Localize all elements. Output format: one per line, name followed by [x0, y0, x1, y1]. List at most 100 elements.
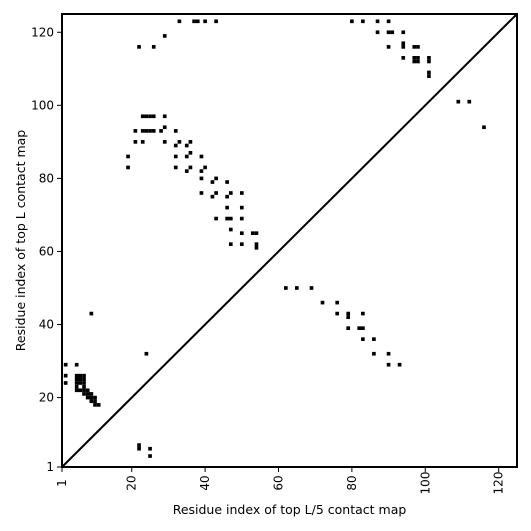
- contact-point: [162, 34, 167, 38]
- contact-point: [89, 392, 94, 396]
- contact-point: [372, 337, 376, 341]
- contact-point: [386, 19, 391, 24]
- contact-point: [239, 191, 244, 195]
- contact-point: [199, 176, 204, 181]
- diagonal-line: [61, 13, 518, 468]
- contact-point: [140, 114, 145, 119]
- contact-point: [427, 56, 431, 60]
- contact-point: [148, 129, 152, 133]
- contact-point: [74, 373, 79, 378]
- y-tick-label: 40: [39, 318, 54, 332]
- contact-point: [162, 125, 167, 130]
- contact-point: [63, 381, 68, 385]
- contact-point: [346, 315, 351, 320]
- contact-point: [386, 362, 391, 367]
- contact-point: [144, 114, 149, 119]
- x-tick-label: 120: [492, 472, 506, 495]
- contact-point: [137, 446, 141, 451]
- contact-point: [357, 326, 362, 330]
- contact-point: [89, 399, 94, 404]
- contact-point: [89, 395, 94, 400]
- contact-point: [188, 140, 193, 144]
- x-tick-label: 1: [55, 479, 69, 487]
- contact-point: [140, 140, 145, 144]
- contact-point: [482, 125, 486, 130]
- contact-point: [133, 140, 138, 144]
- contact-point: [375, 19, 380, 24]
- contact-point: [427, 59, 431, 64]
- x-tick-label: 80: [345, 475, 359, 490]
- contact-point: [210, 194, 215, 199]
- contact-point: [188, 165, 193, 170]
- contact-point: [151, 45, 156, 49]
- y-axis-label: Residue index of top L contact map: [13, 130, 28, 351]
- contact-point: [284, 286, 288, 290]
- contact-point: [140, 129, 145, 133]
- contact-point: [214, 191, 218, 195]
- contact-point: [96, 403, 101, 407]
- contact-point: [173, 143, 178, 148]
- contact-point: [361, 311, 365, 316]
- contact-point: [137, 443, 141, 447]
- contact-point: [82, 384, 86, 389]
- contact-point: [148, 454, 152, 458]
- contact-point: [412, 56, 417, 60]
- contact-point: [188, 151, 193, 155]
- contact-point: [85, 388, 90, 393]
- contact-point: [162, 140, 167, 144]
- contact-point: [78, 373, 83, 378]
- contact-point: [214, 19, 218, 24]
- contact-point: [184, 143, 189, 148]
- contact-point: [254, 231, 259, 236]
- contact-point: [195, 19, 200, 24]
- x-axis-label: Residue index of top L/5 contact map: [173, 502, 407, 517]
- contact-point: [456, 99, 461, 104]
- contact-point: [372, 351, 376, 356]
- contact-point: [214, 176, 218, 181]
- contact-point: [82, 392, 86, 396]
- contact-point: [386, 30, 391, 35]
- contact-point: [74, 381, 79, 385]
- contact-point: [173, 165, 178, 170]
- contact-point: [309, 286, 314, 290]
- contact-point: [126, 154, 130, 159]
- contact-point: [74, 384, 79, 389]
- contact-point: [89, 311, 94, 316]
- contact-point: [173, 129, 178, 133]
- contact-point: [350, 19, 354, 24]
- contact-point: [335, 311, 340, 316]
- contact-point: [133, 129, 138, 133]
- contact-point: [192, 19, 196, 24]
- contact-point: [82, 388, 86, 393]
- contact-point: [203, 165, 207, 170]
- contact-point: [361, 326, 365, 330]
- contact-point: [159, 129, 163, 133]
- contact-point: [427, 70, 431, 75]
- contact-point: [82, 377, 86, 382]
- contact-point: [126, 165, 130, 170]
- contact-point: [177, 140, 182, 144]
- contact-point: [214, 216, 218, 221]
- y-tick-label: 20: [39, 391, 54, 405]
- contact-point: [401, 56, 406, 60]
- y-tick-label: 60: [39, 244, 54, 258]
- contact-point: [401, 30, 406, 35]
- contact-point: [427, 74, 431, 78]
- contact-point: [225, 205, 229, 210]
- contact-point: [173, 154, 178, 159]
- contact-point: [82, 381, 86, 385]
- contact-point: [375, 30, 380, 35]
- plot-frame: [61, 13, 518, 468]
- contact-point: [228, 227, 233, 232]
- contact-point: [199, 154, 204, 159]
- contact-point: [225, 194, 229, 199]
- contact-point: [85, 395, 90, 400]
- contact-point: [199, 169, 204, 173]
- contact-point: [82, 373, 86, 378]
- contact-point: [250, 231, 255, 236]
- contact-point: [416, 45, 420, 49]
- contact-point: [144, 351, 149, 356]
- contact-point: [228, 216, 233, 221]
- contact-point: [63, 373, 68, 378]
- x-tick-label: 20: [125, 475, 139, 490]
